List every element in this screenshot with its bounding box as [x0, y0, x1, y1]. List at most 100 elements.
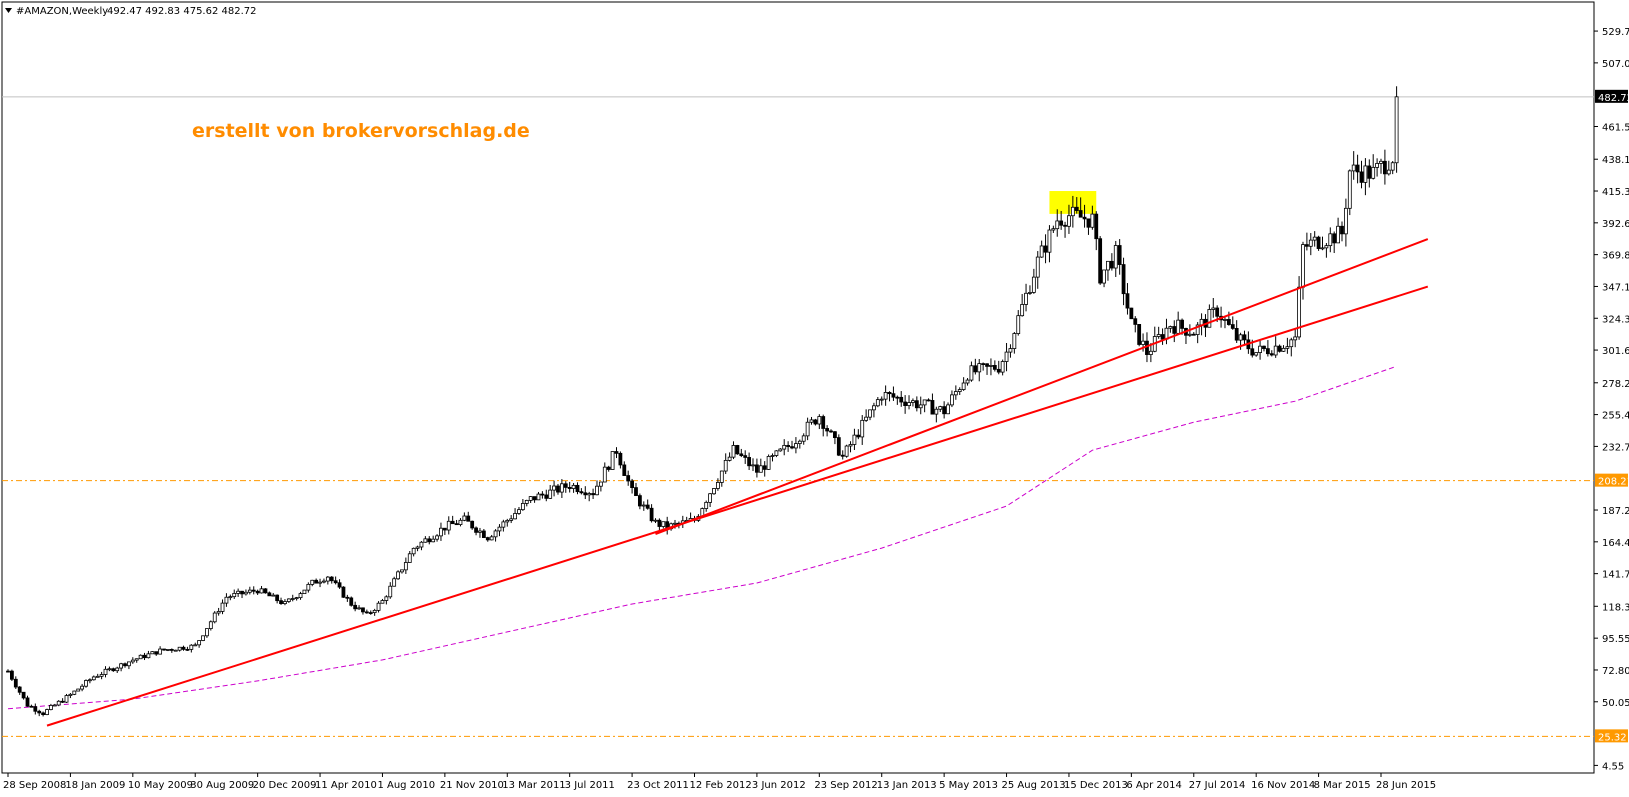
- x-tick-label: 30 Aug 2009: [190, 780, 254, 791]
- x-tick-label: 1 Aug 2010: [377, 780, 435, 791]
- y-tick-label: 301.60: [1602, 346, 1629, 357]
- candle-body: [883, 392, 888, 400]
- candle-body: [556, 485, 560, 493]
- candle-body: [844, 445, 849, 457]
- candle-body: [712, 488, 716, 495]
- candle-body: [306, 583, 311, 591]
- candle-body: [559, 483, 564, 493]
- candle-body: [1059, 220, 1064, 226]
- watermark-text: erstellt von brokervorschlag.de: [192, 120, 530, 142]
- candle-body: [197, 640, 202, 646]
- candle-body: [1316, 236, 1321, 249]
- candle-body: [107, 668, 112, 671]
- candle-body: [181, 646, 186, 650]
- candle-body: [524, 499, 529, 504]
- candle-body: [630, 480, 634, 489]
- candle-body: [322, 580, 326, 583]
- candle-body: [337, 582, 342, 588]
- x-tick-label: 13 Jan 2013: [877, 780, 937, 791]
- candle-body: [185, 648, 190, 651]
- candle-body: [887, 392, 892, 395]
- candle-body: [509, 518, 514, 521]
- candle-body: [852, 434, 857, 445]
- trendline: [655, 238, 1429, 536]
- candle-body: [193, 644, 198, 647]
- candle-body: [879, 398, 884, 401]
- candle-body: [1254, 352, 1259, 356]
- candle-body: [552, 485, 556, 491]
- candle-body: [1269, 353, 1274, 356]
- candle-body: [985, 363, 989, 367]
- candle-body: [778, 448, 783, 452]
- x-tick-label: 16 Nov 2014: [1251, 780, 1315, 791]
- candle-body: [930, 400, 935, 415]
- x-tick-label: 23 Oct 2011: [627, 780, 689, 791]
- candle-body: [376, 602, 381, 611]
- levels-layer: 208.21 25.32 482.72: [2, 89, 1629, 743]
- candle-body: [833, 431, 837, 438]
- candle-body: [1242, 334, 1247, 341]
- candle-body: [310, 579, 315, 585]
- candle-body: [602, 466, 607, 483]
- candle-body: [127, 661, 131, 667]
- candle-body: [548, 489, 553, 499]
- candle-body: [88, 679, 92, 682]
- candle-body: [981, 363, 986, 366]
- candle-body: [825, 428, 830, 432]
- candle-body: [341, 586, 346, 598]
- candle-body: [497, 526, 502, 532]
- candle-body: [368, 612, 373, 614]
- candle-body: [466, 515, 471, 522]
- x-tick-label: 5 May 2013: [939, 780, 998, 791]
- candle-body: [1043, 245, 1048, 253]
- candle-body: [224, 596, 229, 604]
- candle-body: [1098, 238, 1103, 284]
- candle-body: [1168, 326, 1173, 329]
- candle-body: [1394, 96, 1399, 164]
- candle-body: [259, 588, 264, 594]
- candle-body: [868, 409, 872, 418]
- y-tick-label: 187.20: [1602, 506, 1629, 517]
- candle-body: [1102, 269, 1106, 284]
- candle-body: [396, 571, 400, 580]
- candle-body: [532, 496, 537, 501]
- candle-body: [345, 596, 350, 599]
- candles-layer: [6, 86, 1399, 717]
- candle-body: [279, 600, 283, 605]
- candle-body: [283, 601, 287, 605]
- candle-body: [950, 394, 954, 406]
- candle-body: [111, 668, 116, 672]
- candle-body: [318, 581, 322, 584]
- candle-body: [743, 455, 748, 458]
- y-tick-label: 415.35: [1602, 187, 1629, 198]
- candle-body: [1082, 216, 1087, 220]
- candle-body: [255, 590, 260, 594]
- candle-body: [1258, 345, 1262, 353]
- candle-body: [762, 465, 767, 470]
- y-tick-label: 95.55: [1602, 634, 1629, 645]
- candle-body: [298, 593, 303, 599]
- candle-body: [1078, 210, 1083, 218]
- candle-body: [1262, 345, 1266, 350]
- candle-body: [1176, 319, 1181, 334]
- candle-body: [403, 562, 408, 571]
- candle-body: [575, 484, 580, 493]
- candle-body: [1215, 307, 1220, 317]
- candle-body: [598, 481, 603, 487]
- candle-body: [489, 536, 494, 541]
- candle-body: [103, 668, 108, 675]
- candle-body: [1012, 333, 1017, 349]
- x-tick-label: 11 Apr 2010: [315, 780, 377, 791]
- x-tick-label: 3 Jun 2012: [752, 780, 806, 791]
- candle-body: [247, 589, 252, 593]
- candle-body: [1281, 347, 1286, 352]
- candle-body: [1195, 324, 1200, 335]
- plot-border: [1, 1, 1595, 774]
- dropdown-triangle-icon[interactable]: [5, 8, 12, 13]
- trendline: [46, 285, 1429, 727]
- candle-body: [1160, 334, 1165, 340]
- candle-body: [212, 612, 217, 623]
- candle-body: [1074, 206, 1079, 211]
- x-tick-label: 28 Sep 2008: [3, 780, 66, 791]
- y-tick-label: 255.45: [1602, 411, 1629, 422]
